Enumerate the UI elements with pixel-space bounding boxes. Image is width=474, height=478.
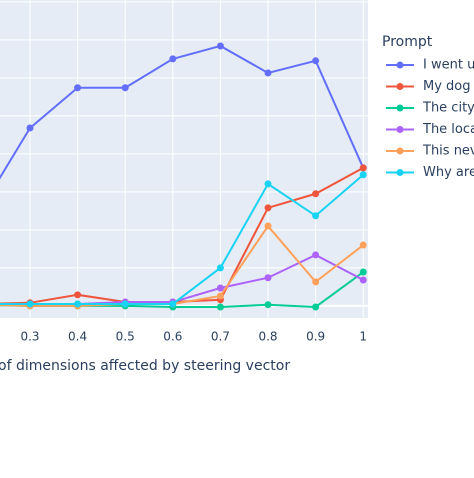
data-point (216, 292, 224, 300)
data-point (26, 124, 34, 132)
x-tick-label: 0.4 (68, 330, 87, 344)
legend-marker (396, 126, 404, 133)
data-point (74, 291, 82, 299)
legend-label: This nev (422, 144, 474, 159)
data-point (74, 300, 82, 308)
legend-title: Prompt (382, 34, 433, 50)
data-point (26, 300, 34, 308)
legend-marker (396, 104, 404, 112)
data-point (312, 190, 320, 198)
plot-background (0, 0, 368, 318)
data-point (359, 276, 367, 284)
data-point (312, 251, 320, 259)
data-point (264, 222, 272, 230)
x-tick-label: 0.9 (306, 330, 325, 344)
x-axis-title: of dimensions affected by steering vecto… (0, 358, 290, 374)
data-point (216, 42, 224, 50)
x-tick-label: 0.6 (163, 330, 182, 344)
data-point (312, 57, 320, 65)
data-point (264, 69, 272, 77)
legend-marker (396, 147, 404, 155)
data-point (264, 301, 272, 309)
data-point (216, 284, 224, 292)
legend-label: My dog (423, 79, 471, 94)
data-point (359, 241, 367, 249)
x-tick-label: 0.7 (211, 330, 230, 344)
data-point (264, 204, 272, 212)
data-point (216, 264, 224, 272)
legend-label: Why are (423, 165, 474, 180)
x-tick-label: 0.5 (116, 330, 135, 344)
data-point (359, 268, 367, 276)
data-point (359, 164, 367, 172)
x-tick-label: 0.3 (20, 330, 39, 344)
data-point (312, 303, 320, 311)
legend-label: The loca (422, 122, 474, 137)
x-tick-label: 1 (359, 330, 367, 344)
legend-marker (396, 83, 404, 90)
data-point (121, 84, 129, 92)
data-point (312, 278, 320, 286)
data-point (312, 212, 320, 220)
legend-label: I went u (423, 58, 474, 73)
data-point (264, 180, 272, 188)
data-point (264, 274, 272, 282)
data-point (121, 300, 129, 308)
data-point (74, 84, 82, 92)
data-point (169, 300, 177, 308)
x-tick-label: 0.8 (258, 330, 277, 344)
legend-label: The city (422, 101, 474, 116)
data-point (359, 171, 367, 179)
legend-marker (396, 61, 404, 69)
data-point (169, 55, 177, 63)
data-point (216, 303, 224, 311)
legend-marker (396, 169, 404, 176)
